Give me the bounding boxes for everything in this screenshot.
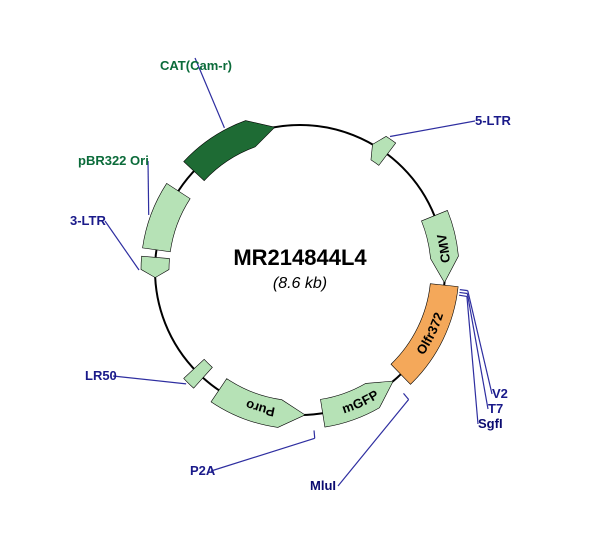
site-tick-t7 xyxy=(459,292,467,293)
site-tick-sgfi xyxy=(459,295,467,296)
plasmid-map: 5-LTRCMVOlfr372mGFPPuroLR503-LTRpBR322 O… xyxy=(0,0,600,533)
leader-three_ltr xyxy=(105,221,139,270)
site-label-t7: T7 xyxy=(488,401,503,416)
leader-sgfi xyxy=(467,296,478,424)
segment-cat xyxy=(184,121,275,181)
leader-p2a xyxy=(211,438,315,471)
plasmid-title: MR214844L4 xyxy=(233,245,367,270)
site-tick-mlui xyxy=(403,393,408,399)
plasmid-size: (8.6 kb) xyxy=(273,275,327,292)
site-label-v2: V2 xyxy=(492,386,508,401)
segment-pbr322 xyxy=(143,183,191,251)
segment-label-cat: CAT(Cam-r) xyxy=(160,58,232,73)
segment-label-three_ltr: 3-LTR xyxy=(70,213,106,228)
site-label-p2a: P2A xyxy=(190,463,216,478)
segment-label-pbr322: pBR322 Ori xyxy=(78,153,149,168)
site-label-sgfi: SgfI xyxy=(478,416,503,431)
site-tick-v2 xyxy=(460,290,468,291)
segment-label-five_ltr: 5-LTR xyxy=(475,113,511,128)
site-tick-p2a xyxy=(314,430,315,438)
leader-pbr322 xyxy=(148,161,149,215)
leader-t7 xyxy=(467,294,488,409)
site-label-mlui: MluI xyxy=(310,478,336,493)
leader-lr50 xyxy=(113,376,186,384)
leader-five_ltr xyxy=(390,121,475,137)
segment-three_ltr xyxy=(141,256,169,277)
segment-five_ltr xyxy=(371,136,396,165)
segment-label-lr50: LR50 xyxy=(85,368,117,383)
